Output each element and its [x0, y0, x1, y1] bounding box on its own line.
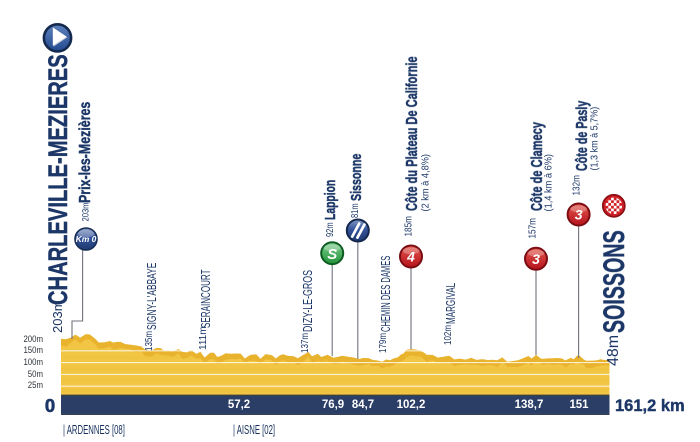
svg-text:3: 3: [532, 251, 540, 267]
svg-text:Km 0: Km 0: [76, 234, 97, 244]
svg-text:3: 3: [575, 207, 583, 223]
svg-text:4: 4: [406, 249, 415, 265]
svg-text:S: S: [327, 246, 337, 263]
